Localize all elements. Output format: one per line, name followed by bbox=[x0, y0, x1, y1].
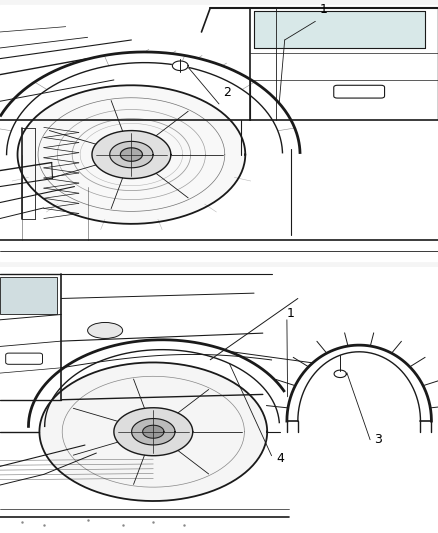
Polygon shape bbox=[132, 418, 175, 445]
Text: 3: 3 bbox=[374, 433, 382, 446]
Text: 1: 1 bbox=[287, 307, 295, 320]
Polygon shape bbox=[334, 370, 346, 377]
Text: 1: 1 bbox=[320, 3, 328, 16]
FancyBboxPatch shape bbox=[334, 85, 385, 98]
Polygon shape bbox=[114, 408, 193, 456]
Polygon shape bbox=[143, 425, 164, 438]
Bar bbox=[254, 11, 425, 48]
Polygon shape bbox=[120, 148, 142, 161]
Polygon shape bbox=[39, 362, 267, 501]
Bar bbox=[0, 277, 57, 314]
Text: 4: 4 bbox=[276, 452, 284, 465]
Polygon shape bbox=[92, 131, 171, 179]
Polygon shape bbox=[18, 85, 245, 224]
Polygon shape bbox=[110, 141, 153, 168]
Polygon shape bbox=[173, 61, 188, 70]
Ellipse shape bbox=[88, 322, 123, 338]
Text: 2: 2 bbox=[223, 86, 231, 99]
FancyBboxPatch shape bbox=[6, 353, 42, 365]
